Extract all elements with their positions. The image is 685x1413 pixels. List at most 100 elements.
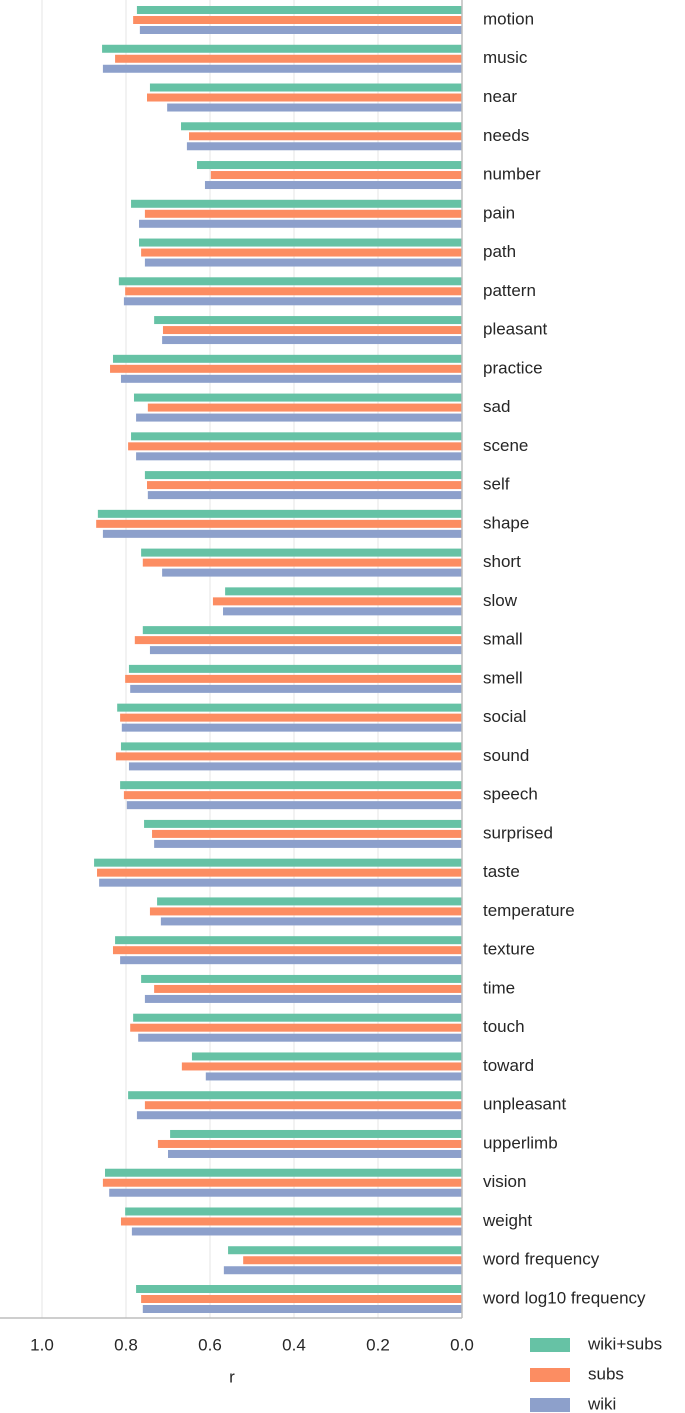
- bar: [160, 917, 463, 926]
- bar: [144, 471, 462, 480]
- bar: [136, 452, 462, 461]
- y-tick-label: sad: [483, 397, 510, 416]
- x-tick-label: 0.4: [282, 1335, 306, 1354]
- bar: [144, 209, 462, 218]
- x-tick-label: 1.0: [30, 1335, 54, 1354]
- bar: [130, 684, 462, 693]
- y-tick-label: number: [483, 165, 541, 184]
- bar: [141, 1295, 462, 1303]
- bar: [94, 858, 462, 867]
- bar: [243, 1256, 462, 1265]
- y-tick-label: path: [483, 242, 516, 261]
- bar: [154, 984, 462, 993]
- bar: [133, 393, 463, 402]
- bar: [152, 829, 463, 838]
- bar: [212, 597, 462, 606]
- bar: [147, 403, 462, 412]
- y-tick-label: motion: [483, 9, 534, 28]
- bar: [109, 1188, 462, 1197]
- bar: [138, 1033, 462, 1042]
- bar: [125, 287, 462, 296]
- bar: [102, 44, 462, 53]
- bar: [131, 432, 463, 441]
- bar: [210, 171, 462, 180]
- y-tick-label: shape: [483, 513, 529, 532]
- bar: [117, 703, 463, 712]
- bar: [149, 83, 462, 92]
- y-tick-label: smell: [483, 668, 523, 687]
- bar: [141, 548, 462, 557]
- bar: [120, 374, 463, 383]
- bar: [136, 1111, 463, 1120]
- y-tick-label: short: [483, 552, 521, 571]
- legend-swatch: [530, 1338, 570, 1352]
- bar: [131, 199, 463, 208]
- y-tick-label: practice: [483, 358, 543, 377]
- bar: [128, 664, 462, 673]
- bar: [120, 1217, 463, 1226]
- bar: [105, 1168, 462, 1177]
- bar: [120, 956, 463, 965]
- bar: [128, 1091, 462, 1100]
- bar: [126, 801, 462, 810]
- bar: [125, 674, 462, 683]
- bar: [162, 568, 462, 577]
- bar: [99, 878, 463, 887]
- bar: [115, 752, 463, 761]
- bar: [128, 442, 462, 451]
- bar: [120, 742, 463, 751]
- bar: [97, 868, 463, 877]
- bar: [168, 1149, 462, 1158]
- bar: [125, 1207, 462, 1216]
- x-tick-label: 0.8: [114, 1335, 138, 1354]
- bar: [133, 16, 462, 24]
- bar: [147, 93, 462, 102]
- bar: [157, 1139, 463, 1148]
- legend-label: wiki+subs: [587, 1334, 662, 1353]
- legend-label: subs: [588, 1364, 624, 1383]
- bar: [223, 607, 462, 616]
- bar: [112, 946, 462, 955]
- y-tick-label: slow: [483, 591, 518, 610]
- bar: [96, 519, 463, 528]
- bar: [123, 791, 463, 800]
- legend-swatch: [530, 1368, 570, 1382]
- y-tick-label: upperlimb: [483, 1133, 558, 1152]
- bar: [110, 364, 462, 373]
- y-tick-label: music: [483, 48, 528, 67]
- bar: [142, 1305, 463, 1313]
- bar: [196, 161, 463, 170]
- y-tick-label: temperature: [483, 901, 575, 920]
- bar: [225, 587, 462, 596]
- bar: [139, 26, 463, 34]
- bar: [97, 509, 463, 518]
- bar: [167, 103, 462, 112]
- y-tick-label: vision: [483, 1172, 526, 1191]
- bar: [139, 238, 462, 247]
- bar: [181, 1062, 463, 1071]
- bar: [149, 907, 462, 916]
- y-tick-label: pleasant: [483, 320, 548, 339]
- y-tick-label: small: [483, 630, 523, 649]
- bar: [112, 354, 462, 363]
- bar: [141, 974, 462, 983]
- bar: [136, 6, 463, 14]
- y-tick-label: texture: [483, 940, 535, 959]
- y-tick-label: touch: [483, 1017, 525, 1036]
- bar: [131, 1227, 462, 1236]
- y-tick-label: sound: [483, 746, 529, 765]
- y-tick-label: near: [483, 87, 517, 106]
- x-axis-label: r: [229, 1367, 235, 1386]
- bar: [128, 762, 462, 771]
- bar: [162, 326, 462, 335]
- y-tick-label: weight: [482, 1211, 532, 1230]
- bar: [144, 819, 462, 828]
- bar: [133, 1013, 462, 1022]
- bar: [189, 132, 462, 141]
- bar: [204, 181, 462, 190]
- bar: [162, 336, 462, 345]
- y-tick-label: scene: [483, 436, 528, 455]
- bar: [142, 558, 463, 567]
- bar: [115, 54, 462, 63]
